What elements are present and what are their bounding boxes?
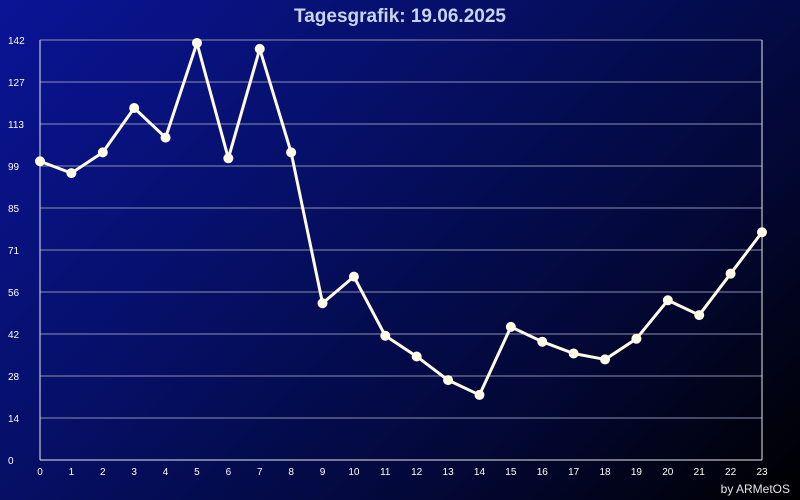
x-tick-label: 22 bbox=[725, 467, 737, 478]
y-tick-label: 14 bbox=[8, 414, 20, 425]
x-tick-label: 10 bbox=[348, 467, 360, 478]
series bbox=[35, 37, 767, 400]
x-tick-label: 5 bbox=[194, 467, 200, 478]
data-point bbox=[97, 147, 108, 158]
data-point bbox=[537, 336, 548, 347]
data-point bbox=[348, 271, 359, 282]
data-point bbox=[66, 168, 77, 179]
data-point bbox=[160, 132, 171, 143]
y-tick-labels: 0 14 28 42 56 71 85 99 113 127 142 bbox=[8, 36, 25, 467]
data-point bbox=[474, 389, 485, 400]
x-tick-label: 7 bbox=[257, 467, 263, 478]
y-tick-label: 0 bbox=[8, 456, 14, 467]
x-tick-labels: 0 1 2 3 4 5 6 7 8 9 10 11 12 13 14 15 16 17 18 19 20 21 22 23 bbox=[37, 467, 768, 478]
x-tick-label: 0 bbox=[37, 467, 43, 478]
data-point bbox=[694, 310, 705, 321]
x-tick-label: 19 bbox=[631, 467, 643, 478]
data-point bbox=[568, 348, 579, 359]
x-tick-label: 6 bbox=[226, 467, 232, 478]
x-tick-label: 16 bbox=[537, 467, 549, 478]
data-point bbox=[191, 37, 202, 48]
data-point bbox=[505, 321, 516, 332]
data-point bbox=[443, 375, 454, 386]
data-point bbox=[223, 153, 234, 164]
data-point bbox=[411, 351, 422, 362]
data-point bbox=[757, 227, 767, 238]
data-point bbox=[35, 156, 45, 167]
x-tick-label: 1 bbox=[69, 467, 75, 478]
x-tick-label: 12 bbox=[411, 467, 423, 478]
data-point bbox=[129, 103, 140, 114]
x-tick-label: 9 bbox=[320, 467, 326, 478]
y-tick-label: 71 bbox=[8, 246, 20, 257]
y-tick-label: 56 bbox=[8, 288, 20, 299]
x-tick-label: 21 bbox=[694, 467, 706, 478]
grid-lines bbox=[40, 39, 762, 419]
x-tick-label: 20 bbox=[662, 467, 674, 478]
y-tick-label: 99 bbox=[8, 162, 20, 173]
series-line bbox=[39, 41, 764, 397]
data-point bbox=[286, 147, 297, 158]
y-tick-label: 28 bbox=[8, 372, 20, 383]
x-tick-label: 23 bbox=[756, 467, 768, 478]
x-tick-label: 11 bbox=[380, 467, 391, 478]
x-tick-label: 18 bbox=[599, 467, 611, 478]
axes bbox=[39, 40, 763, 461]
credit-text: by ARMetOS bbox=[720, 482, 790, 496]
chart-title: Tagesgrafik: 19.06.2025 bbox=[294, 6, 506, 27]
data-point bbox=[317, 298, 328, 309]
x-tick-label: 17 bbox=[568, 467, 580, 478]
data-point bbox=[254, 43, 265, 54]
x-tick-label: 15 bbox=[505, 467, 517, 478]
x-tick-label: 13 bbox=[443, 467, 455, 478]
y-tick-label: 42 bbox=[8, 330, 20, 341]
x-tick-label: 4 bbox=[163, 467, 169, 478]
x-tick-label: 3 bbox=[131, 467, 137, 478]
x-tick-label: 2 bbox=[100, 467, 106, 478]
data-point bbox=[725, 268, 736, 279]
y-tick-label: 113 bbox=[8, 120, 24, 131]
y-tick-label: 142 bbox=[8, 36, 25, 47]
data-point bbox=[662, 295, 673, 306]
data-point bbox=[600, 354, 611, 365]
data-point bbox=[380, 330, 391, 341]
x-tick-label: 14 bbox=[474, 467, 486, 478]
x-tick-label: 8 bbox=[288, 467, 294, 478]
y-tick-label: 85 bbox=[8, 204, 20, 215]
data-point bbox=[631, 333, 642, 344]
y-tick-label: 127 bbox=[8, 78, 25, 89]
